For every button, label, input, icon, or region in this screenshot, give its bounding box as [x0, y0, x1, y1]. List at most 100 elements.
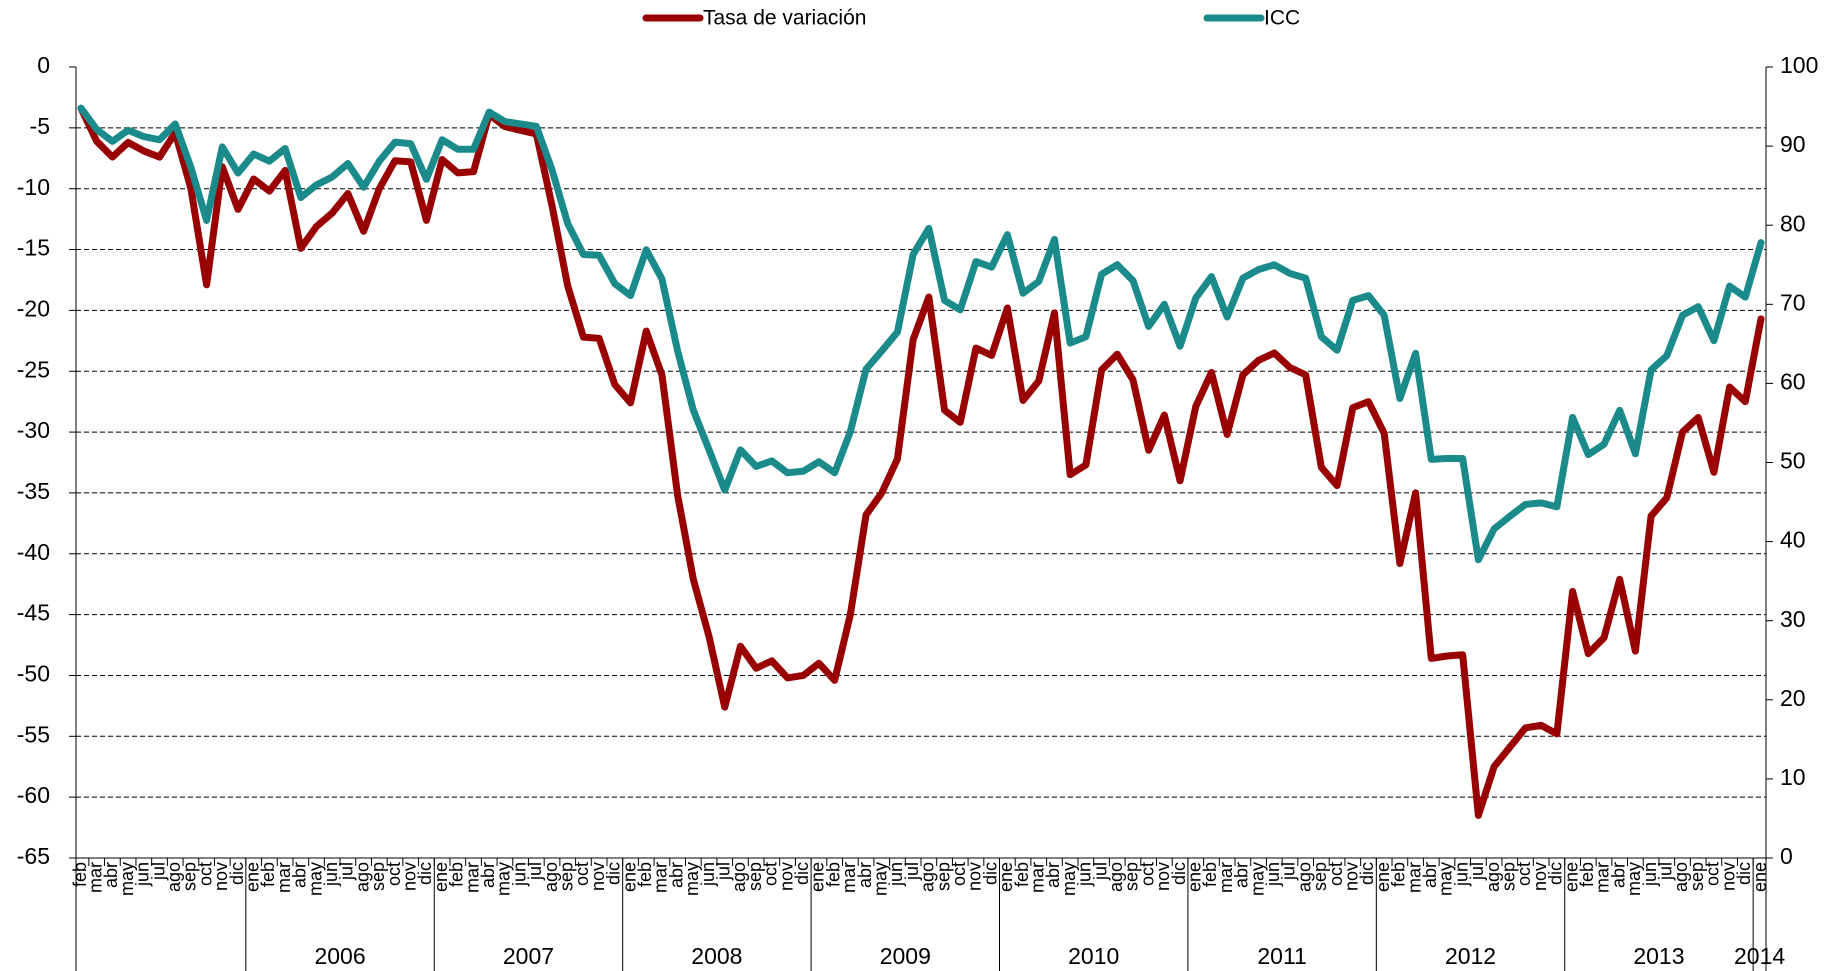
x-tick-label: sep [1499, 862, 1519, 891]
y-tick-label: -60 [17, 782, 50, 808]
series-line [77, 104, 1765, 564]
x-tick-label: ene [1185, 862, 1205, 892]
y2-tick-label: 60 [1780, 368, 1806, 394]
legend-label: Tasa de variación [703, 7, 866, 30]
x-tick-label: ago [352, 862, 372, 892]
y2-tick-label: 70 [1780, 289, 1806, 315]
x-tick-label: abr [666, 862, 686, 888]
x-tick-label: dic [1546, 862, 1566, 885]
x-tick-label: ago [1483, 862, 1503, 892]
x-tick-label: sep [556, 862, 576, 891]
x-tick-label: dic [415, 862, 435, 885]
x-tick-label: ago [729, 862, 749, 892]
x-tick-label: sep [745, 862, 765, 891]
x-tick-label: jun [698, 862, 718, 887]
x-tick-label: feb [1200, 862, 1220, 887]
year-label: 2008 [691, 943, 742, 969]
x-tick-label: nov [399, 862, 419, 891]
x-tick-label: may [117, 862, 137, 896]
x-tick-label: jun [321, 862, 341, 887]
x-tick-label: sep [368, 862, 388, 891]
x-tick-label: oct [384, 862, 404, 886]
x-tick-label: feb [447, 862, 467, 887]
x-tick-label: jun [1640, 862, 1660, 887]
x-tick-label: abr [1232, 862, 1252, 888]
x-tick-label: mar [1028, 862, 1048, 893]
x-tick-label: may [1436, 862, 1456, 896]
x-tick-label: jun [1075, 862, 1095, 887]
x-tick-label: may [494, 862, 514, 896]
x-tick-label: ago [164, 862, 184, 892]
y2-tick-label: 30 [1780, 606, 1806, 632]
y2-tick-label: 20 [1780, 685, 1806, 711]
x-tick-label: nov [1718, 862, 1738, 891]
x-tick-label: oct [572, 862, 592, 886]
y2-tick-label: 40 [1780, 527, 1806, 553]
x-tick-label: ago [541, 862, 561, 892]
x-tick-label: feb [258, 862, 278, 887]
x-tick-label: ene [619, 862, 639, 892]
y2-tick-label: 90 [1780, 131, 1806, 157]
x-tick-label: ene [808, 862, 828, 892]
year-label: 2009 [880, 943, 931, 969]
y-tick-label: -20 [17, 295, 50, 321]
year-label: 2014 [1734, 943, 1785, 969]
year-label: 2006 [314, 943, 365, 969]
x-tick-label: jul [1090, 862, 1110, 881]
y2-tick-label: 0 [1780, 843, 1793, 869]
x-tick-label: may [870, 862, 890, 896]
x-tick-label: oct [761, 862, 781, 886]
x-tick-label: mar [1404, 862, 1424, 893]
x-tick-label: oct [1703, 862, 1723, 886]
y-tick-label: -10 [17, 174, 50, 200]
x-tick-label: dic [1357, 862, 1377, 885]
y-tick-label: -55 [17, 721, 50, 747]
x-tick-label: sep [1687, 862, 1707, 891]
x-tick-label: jul [337, 862, 357, 881]
x-tick-label: sep [933, 862, 953, 891]
x-tick-label: mar [839, 862, 859, 893]
y2-tick-label: 80 [1780, 210, 1806, 236]
x-tick-label: abr [290, 862, 310, 888]
x-tick-label: ene [996, 862, 1016, 892]
x-tick-label: nov [965, 862, 985, 891]
x-tick-label: jun [886, 862, 906, 887]
x-tick-label: ago [918, 862, 938, 892]
x-tick-label: may [1247, 862, 1267, 896]
x-tick-label: oct [195, 862, 215, 886]
x-tick-label: nov [1342, 862, 1362, 891]
x-tick-label: oct [1326, 862, 1346, 886]
y-tick-label: -30 [17, 417, 50, 443]
x-tick-label: may [1059, 862, 1079, 896]
x-tick-label: ene [242, 862, 262, 892]
x-tick-label: may [682, 862, 702, 896]
y-tick-label: -15 [17, 235, 50, 261]
x-tick-label: may [305, 862, 325, 896]
x-tick-label: sep [1310, 862, 1330, 891]
x-tick-label: jun [133, 862, 153, 887]
year-label: 2013 [1633, 943, 1684, 969]
x-tick-label: dic [792, 862, 812, 885]
x-tick-label: mar [462, 862, 482, 893]
legend-label: ICC [1264, 7, 1300, 30]
x-tick-label: nov [1153, 862, 1173, 891]
x-tick-label: oct [949, 862, 969, 886]
x-tick-label: jun [509, 862, 529, 887]
x-tick-label: nov [588, 862, 608, 891]
x-tick-label: jun [1263, 862, 1283, 887]
x-tick-label: jul [148, 862, 168, 881]
x-tick-label: mar [1593, 862, 1613, 893]
y-tick-label: -50 [17, 661, 50, 687]
y-tick-label: 0 [37, 52, 50, 78]
x-tick-label: jul [1279, 862, 1299, 881]
x-tick-label: abr [855, 862, 875, 888]
x-tick-label: jul [713, 862, 733, 881]
x-tick-label: mar [274, 862, 294, 893]
x-tick-label: jul [1467, 862, 1487, 881]
x-tick-label: oct [1514, 862, 1534, 886]
x-tick-label: feb [1012, 862, 1032, 887]
y-tick-label: -45 [17, 600, 50, 626]
x-tick-label: ago [1671, 862, 1691, 892]
year-label: 2012 [1445, 943, 1496, 969]
